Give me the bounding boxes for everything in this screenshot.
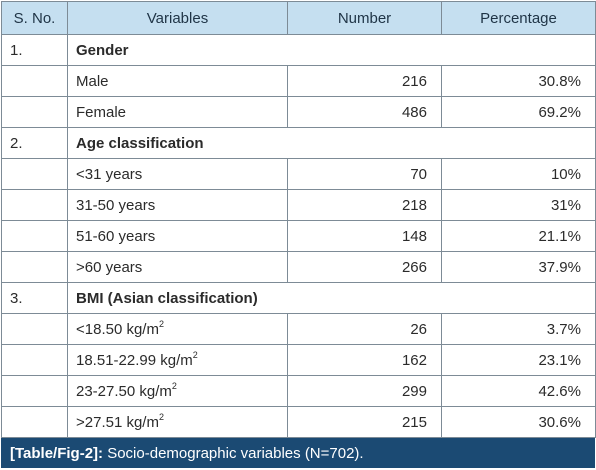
section-row-gender: 1. Gender <box>1 34 596 66</box>
empty-cell <box>1 158 68 190</box>
section-title: Gender <box>67 34 596 66</box>
caption-text: Socio-demographic variables (N=702). <box>103 445 364 462</box>
table-row: >60 years 266 37.9% <box>1 251 596 283</box>
row-number: 216 <box>287 65 442 97</box>
row-label: Female <box>67 96 288 128</box>
section-title: Age classification <box>67 127 596 159</box>
row-percentage: 42.6% <box>441 375 596 407</box>
row-percentage: 30.6% <box>441 406 596 438</box>
table-row: 18.51-22.99 kg/m2 162 23.1% <box>1 344 596 376</box>
row-label-text: 18.51-22.99 kg/m <box>76 351 193 369</box>
row-percentage: 10% <box>441 158 596 190</box>
row-percentage: 30.8% <box>441 65 596 97</box>
row-number: 215 <box>287 406 442 438</box>
superscript: 2 <box>158 411 164 422</box>
header-row: S. No. Variables Number Percentage <box>1 1 596 35</box>
empty-cell <box>1 220 68 252</box>
row-number: 162 <box>287 344 442 376</box>
caption-ref: [Table/Fig-2]: <box>10 445 104 462</box>
row-number: 266 <box>287 251 442 283</box>
empty-cell <box>1 344 68 376</box>
row-number: 148 <box>287 220 442 252</box>
section-row-bmi: 3. BMI (Asian classification) <box>1 282 596 314</box>
superscript: 2 <box>158 318 164 329</box>
row-label: 51-60 years <box>67 220 288 252</box>
row-label: <31 years <box>67 158 288 190</box>
header-variables: Variables <box>67 1 288 35</box>
row-label: 18.51-22.99 kg/m2 <box>67 344 288 376</box>
row-label-text: 23-27.50 kg/m <box>76 382 172 400</box>
empty-cell <box>1 251 68 283</box>
row-percentage: 69.2% <box>441 96 596 128</box>
row-number: 26 <box>287 313 442 345</box>
table-row: 23-27.50 kg/m2 299 42.6% <box>1 375 596 407</box>
table-row: 31-50 years 218 31% <box>1 189 596 221</box>
row-label: >60 years <box>67 251 288 283</box>
row-percentage: 37.9% <box>441 251 596 283</box>
section-sno: 3. <box>1 282 68 314</box>
header-number: Number <box>287 1 442 35</box>
row-number: 218 <box>287 189 442 221</box>
header-percentage: Percentage <box>441 1 596 35</box>
header-sno: S. No. <box>1 1 68 35</box>
row-percentage: 3.7% <box>441 313 596 345</box>
empty-cell <box>1 65 68 97</box>
row-percentage: 23.1% <box>441 344 596 376</box>
row-label-text: <18.50 kg/m <box>76 320 159 338</box>
table-row: Female 486 69.2% <box>1 96 596 128</box>
section-sno: 1. <box>1 34 68 66</box>
row-label: >27.51 kg/m2 <box>67 406 288 438</box>
table-row: 51-60 years 148 21.1% <box>1 220 596 252</box>
section-title: BMI (Asian classification) <box>67 282 596 314</box>
table-row: <31 years 70 10% <box>1 158 596 190</box>
row-number: 70 <box>287 158 442 190</box>
section-row-age: 2. Age classification <box>1 127 596 159</box>
row-label: Male <box>67 65 288 97</box>
superscript: 2 <box>192 349 198 360</box>
table-row: >27.51 kg/m2 215 30.6% <box>1 406 596 438</box>
row-label: <18.50 kg/m2 <box>67 313 288 345</box>
row-label-text: >27.51 kg/m <box>76 413 159 431</box>
empty-cell <box>1 375 68 407</box>
socio-demographic-table: S. No. Variables Number Percentage 1. Ge… <box>1 1 596 438</box>
empty-cell <box>1 313 68 345</box>
table-row: Male 216 30.8% <box>1 65 596 97</box>
superscript: 2 <box>171 380 177 391</box>
table-caption: [Table/Fig-2]: Socio-demographic variabl… <box>1 438 595 468</box>
empty-cell <box>1 96 68 128</box>
row-label: 31-50 years <box>67 189 288 221</box>
section-sno: 2. <box>1 127 68 159</box>
empty-cell <box>1 189 68 221</box>
row-percentage: 21.1% <box>441 220 596 252</box>
row-percentage: 31% <box>441 189 596 221</box>
row-number: 486 <box>287 96 442 128</box>
row-label: 23-27.50 kg/m2 <box>67 375 288 407</box>
table-row: <18.50 kg/m2 26 3.7% <box>1 313 596 345</box>
empty-cell <box>1 406 68 438</box>
row-number: 299 <box>287 375 442 407</box>
